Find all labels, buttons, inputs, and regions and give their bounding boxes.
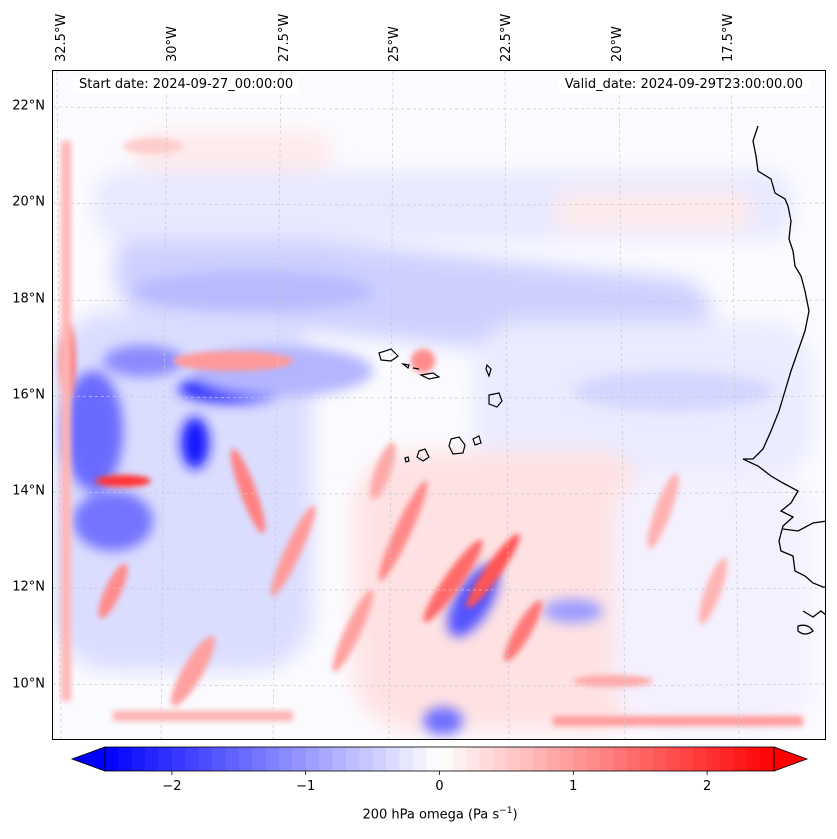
colorbar-cell [212, 747, 227, 771]
colorbar-tick-label: 1 [569, 779, 578, 794]
lon-label-20w: 20°W [610, 26, 625, 62]
lat-label-22n: 22°N [12, 98, 45, 114]
colorbar-cell [385, 747, 400, 771]
colorbar-cell [493, 747, 507, 771]
colorbar-cell [760, 747, 775, 771]
lat-label-16n: 16°N [12, 387, 45, 403]
gridlines [53, 71, 825, 739]
colorbar-cell [479, 747, 494, 771]
colorbar-outline [104, 746, 775, 772]
lon-label-32-5w: 32.5°W [54, 13, 69, 62]
colorbar-cell [733, 747, 748, 771]
lat-label-12n: 12°N [12, 579, 45, 595]
map-panel [52, 70, 826, 740]
colorbar-cell [332, 747, 347, 771]
colorbar-cell [519, 747, 534, 771]
colorbar-cell [319, 747, 334, 771]
colorbar-cell [707, 747, 722, 771]
colorbar-cell [145, 747, 160, 771]
lon-label-30w: 30°W [165, 26, 180, 62]
colorbar-cell [105, 747, 119, 771]
colorbar-cell [345, 747, 360, 771]
colorbar-cell [305, 747, 320, 771]
colorbar-cell [118, 747, 133, 771]
colorbar-cell [412, 747, 427, 771]
colorbar-cell [265, 747, 280, 771]
omega-field [53, 71, 825, 739]
lat-label-20n: 20°N [12, 194, 45, 210]
colorbar-cell [666, 747, 681, 771]
colorbar-extend-max [773, 746, 809, 772]
colorbar-cell [439, 747, 454, 771]
colorbar-cell [693, 747, 708, 771]
lat-label-10n: 10°N [12, 676, 45, 692]
colorbar-tick-label: 0 [435, 779, 444, 794]
lon-label-22-5w: 22.5°W [499, 13, 514, 62]
lat-label-14n: 14°N [12, 483, 45, 499]
colorbar-tick-label: 2 [702, 779, 712, 794]
coastline-africa [742, 125, 825, 635]
colorbar-cell [466, 747, 481, 771]
colorbar-label-suffix: ) [512, 807, 518, 823]
colorbar-label-text: 200 hPa omega (Pa s [362, 807, 500, 823]
colorbar-ticks [171, 771, 708, 775]
valid-date-label: Valid_date: 2024-09-29T23:00:00.00 [558, 76, 809, 94]
colorbar-cell [185, 747, 200, 771]
lon-label-25w: 25°W [387, 26, 402, 62]
colorbar-cell [680, 747, 695, 771]
colorbar-cell [372, 747, 387, 771]
colorbar-tick-label: −2 [162, 779, 182, 794]
colorbar-cell [747, 747, 762, 771]
colorbar-cell [452, 747, 467, 771]
colorbar-cell [426, 747, 441, 771]
colorbar-cell [252, 747, 267, 771]
colorbar-label-exponent: −1 [499, 806, 513, 816]
colorbar-cell [225, 747, 240, 771]
colorbar-cell [399, 747, 414, 771]
colorbar-cell [720, 747, 735, 771]
colorbar-cell [533, 747, 548, 771]
colorbar-cell [171, 747, 186, 771]
colorbar-cell [573, 747, 588, 771]
colorbar-cell [158, 747, 173, 771]
colorbar-extend-min [70, 746, 106, 772]
colorbar-cell [278, 747, 293, 771]
colorbar-cells [105, 747, 775, 771]
colorbar-cell [559, 747, 574, 771]
colorbar-cell [359, 747, 374, 771]
colorbar-cell [292, 747, 307, 771]
colorbar-cell [546, 747, 561, 771]
colorbar-cell [238, 747, 253, 771]
colorbar-cell [506, 747, 521, 771]
colorbar-cell [600, 747, 615, 771]
lat-label-18n: 18°N [12, 291, 45, 307]
colorbar-cell [586, 747, 601, 771]
colorbar-cell [626, 747, 641, 771]
colorbar-cell [131, 747, 146, 771]
lon-label-17-5w: 17.5°W [721, 13, 736, 62]
colorbar-label: 200 hPa omega (Pa s−1) [362, 806, 517, 822]
lon-label-27-5w: 27.5°W [277, 13, 292, 62]
colorbar-cell [640, 747, 655, 771]
colorbar-tick-label: −1 [296, 779, 316, 794]
start-date-label: Start date: 2024-09-27_00:00:00 [73, 76, 300, 94]
colorbar-cell [653, 747, 668, 771]
colorbar-cell [198, 747, 213, 771]
colorbar-cell [613, 747, 628, 771]
cape-verde-islands [378, 348, 503, 463]
